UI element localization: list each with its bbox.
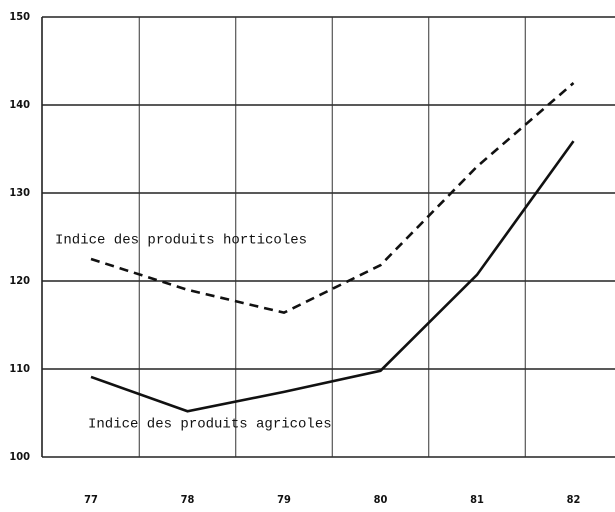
x-tick-label: 79 (277, 493, 291, 506)
x-tick-label: 77 (84, 493, 98, 506)
x-tick-label: 81 (470, 493, 484, 506)
y-tick-label: 130 (9, 186, 30, 199)
series-line (90, 140, 575, 413)
y-tick-label: 110 (9, 362, 30, 375)
x-tick-label: 80 (374, 493, 388, 506)
x-tick-label: 82 (567, 493, 581, 506)
y-tick-label: 100 (9, 450, 30, 463)
x-tick-label: 78 (181, 493, 195, 506)
series-label: Indice des produits agricoles (88, 417, 332, 433)
y-tick-label: 150 (9, 10, 30, 23)
series-label: Indice des produits horticoles (55, 233, 307, 249)
y-tick-label: 120 (9, 274, 30, 287)
y-tick-label: 140 (9, 98, 30, 111)
series-line (90, 82, 575, 315)
